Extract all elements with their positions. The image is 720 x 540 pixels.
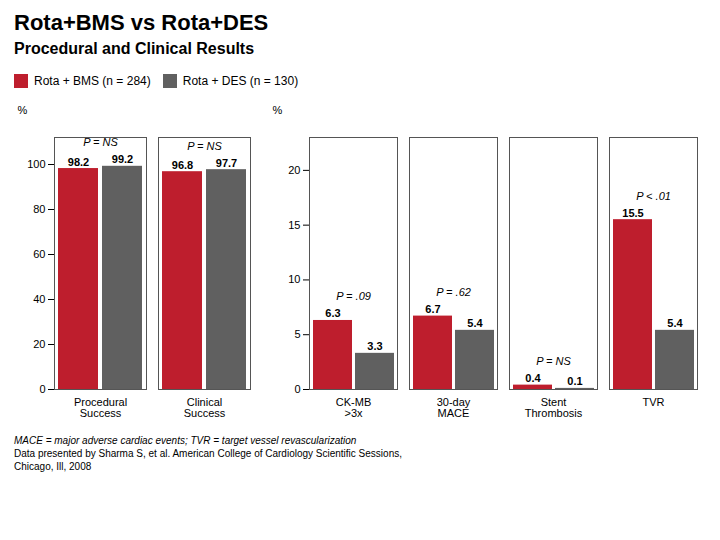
svg-text:97.7: 97.7 bbox=[216, 157, 237, 169]
html-text:Rota + BMS (n = 284): Rota + BMS (n = 284) bbox=[34, 73, 151, 88]
svg-text:CK-MB>3x: CK-MB>3x bbox=[336, 396, 371, 419]
svg-text:15.5: 15.5 bbox=[622, 207, 643, 219]
svg-text:0: 0 bbox=[294, 383, 300, 395]
svg-text:6.3: 6.3 bbox=[325, 307, 340, 319]
svg-text:0.4: 0.4 bbox=[525, 372, 541, 384]
html-text:Chicago, Ill, 2008: Chicago, Ill, 2008 bbox=[14, 461, 92, 472]
svg-text:96.8: 96.8 bbox=[172, 159, 193, 171]
svg-text:98.2: 98.2 bbox=[68, 156, 89, 168]
svg-text:P = NS: P = NS bbox=[83, 136, 118, 148]
svg-text:P = NS: P = NS bbox=[187, 140, 222, 152]
html-text:Rota + DES (n = 130): Rota + DES (n = 130) bbox=[182, 73, 299, 88]
svg-text:10: 10 bbox=[288, 273, 300, 285]
html-text:Data presented by Sharma S, et: Data presented by Sharma S, et al. Ameri… bbox=[14, 448, 402, 459]
svg-text:P = .09: P = .09 bbox=[336, 290, 371, 302]
svg-text:0: 0 bbox=[39, 383, 45, 395]
svg-text:6.7: 6.7 bbox=[425, 303, 440, 315]
svg-text:P < .01: P < .01 bbox=[636, 190, 671, 202]
svg-text:P = NS: P = NS bbox=[536, 355, 571, 367]
svg-text:40: 40 bbox=[33, 293, 45, 305]
svg-text:TVR: TVR bbox=[643, 396, 665, 408]
svg-text:20: 20 bbox=[33, 338, 45, 350]
svg-text:100: 100 bbox=[27, 158, 45, 170]
svg-text:99.2: 99.2 bbox=[112, 153, 133, 165]
svg-text:%: % bbox=[273, 104, 283, 116]
svg-text:15: 15 bbox=[288, 219, 300, 231]
svg-text:5.4: 5.4 bbox=[667, 317, 683, 329]
svg-text:30-dayMACE: 30-dayMACE bbox=[437, 396, 471, 419]
svg-text:P = .62: P = .62 bbox=[436, 286, 471, 298]
svg-text:ProceduralSuccess: ProceduralSuccess bbox=[74, 396, 127, 419]
svg-text:3.3: 3.3 bbox=[367, 340, 382, 352]
html-text:MACE = major adverse cardiac e: MACE = major adverse cardiac events; TVR… bbox=[14, 435, 357, 446]
svg-text:5: 5 bbox=[294, 328, 300, 340]
svg-text:80: 80 bbox=[33, 203, 45, 215]
svg-text:StentThrombosis: StentThrombosis bbox=[525, 396, 583, 419]
svg-text:%: % bbox=[18, 104, 28, 116]
svg-text:60: 60 bbox=[33, 248, 45, 260]
svg-text:20: 20 bbox=[288, 164, 300, 176]
svg-text:0.1: 0.1 bbox=[567, 375, 582, 387]
html-text:Rota+BMS vs Rota+DES: Rota+BMS vs Rota+DES bbox=[14, 10, 269, 35]
svg-text:5.4: 5.4 bbox=[467, 317, 483, 329]
html-text:Procedural and Clinical Result: Procedural and Clinical Results bbox=[14, 40, 255, 57]
svg-text:ClinicalSuccess: ClinicalSuccess bbox=[184, 396, 226, 419]
